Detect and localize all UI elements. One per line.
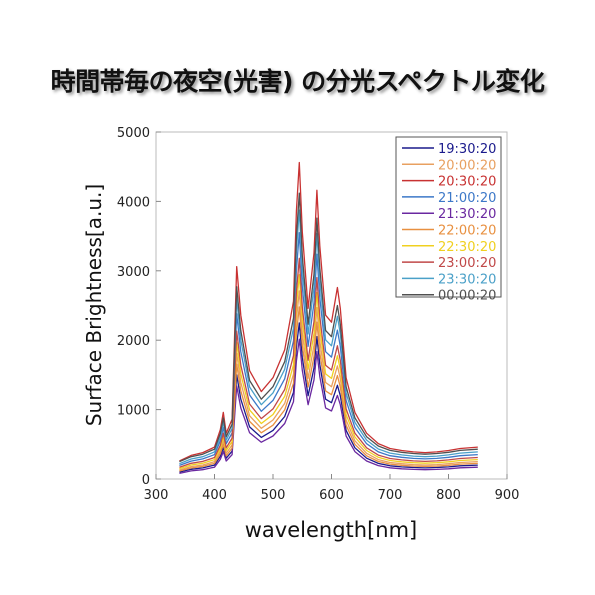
series-line-213020 xyxy=(179,338,478,475)
x-tick-label: 700 xyxy=(378,488,403,503)
y-tick-label: 5000 xyxy=(117,126,150,141)
y-axis-label: Surface Brightness[a.u.] xyxy=(82,184,106,426)
series-line-000020 xyxy=(179,192,478,463)
legend-label: 23:00:20 xyxy=(438,256,496,271)
axis-layer: 300 400 500 600 700 800 900 0 1000 2000 3000 4000 50… xyxy=(117,126,520,503)
legend-label: 20:30:20 xyxy=(438,175,496,190)
x-tick-label: 500 xyxy=(261,488,286,503)
legend-label: 21:00:20 xyxy=(438,191,496,206)
x-tick-label: 900 xyxy=(495,488,520,503)
series-line-200020 xyxy=(179,290,478,471)
legend-label: 22:30:20 xyxy=(438,240,496,255)
series-line-220020 xyxy=(179,306,478,472)
chart-title: 時間帯毎の夜空(光害) の分光スペクトル変化 xyxy=(50,67,545,96)
y-tick-label: 1000 xyxy=(117,404,150,419)
series-line-203020 xyxy=(179,161,478,462)
series-line-210020 xyxy=(179,231,478,467)
x-tick-label: 600 xyxy=(319,488,344,503)
series-line-193020 xyxy=(179,322,478,473)
legend-label: 20:00:20 xyxy=(438,158,496,173)
x-tick-label: 300 xyxy=(144,488,169,503)
y-tick-label: 4000 xyxy=(117,195,150,210)
series-layer xyxy=(179,161,478,475)
series-line-230020 xyxy=(179,257,478,468)
legend-label: 21:30:20 xyxy=(438,207,496,222)
x-tick-label: 800 xyxy=(436,488,461,503)
y-tick-label: 2000 xyxy=(117,334,150,349)
y-tick-label: 3000 xyxy=(117,265,150,280)
x-axis-label: wavelength[nm] xyxy=(245,518,417,542)
legend-label: 22:00:20 xyxy=(438,224,496,239)
y-tick-label: 0 xyxy=(142,473,150,488)
legend-label: 19:30:20 xyxy=(438,142,496,157)
x-tick-label: 400 xyxy=(202,488,227,503)
legend-label: 23:30:20 xyxy=(438,272,496,287)
legend-label: 00:00:20 xyxy=(438,289,496,304)
